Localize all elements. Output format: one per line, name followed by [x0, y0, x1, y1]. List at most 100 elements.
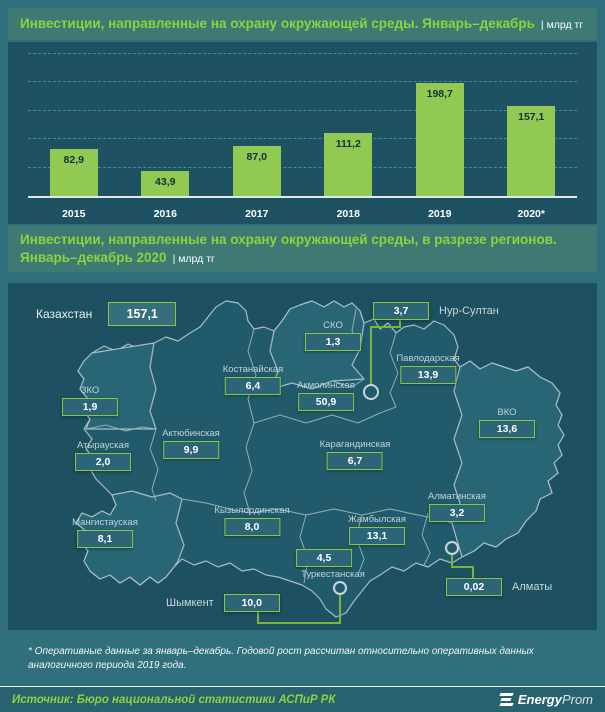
- region-name: Туркестанская: [301, 569, 365, 580]
- gridline: [28, 138, 577, 139]
- region-value-box: 13,9: [399, 366, 456, 384]
- bar-slot: 43,9: [120, 42, 212, 196]
- gridline: [28, 52, 577, 54]
- country-value-box: 157,1: [108, 302, 177, 326]
- map-title-line1: Инвестиции, направленные на охрану окруж…: [20, 232, 557, 247]
- region-name: Акмолинская: [297, 380, 355, 391]
- region-value-box: 6,7: [327, 452, 383, 470]
- region-border: [355, 514, 365, 576]
- city-value-box: 10,0: [223, 594, 280, 612]
- region-value-box: 9,9: [163, 441, 219, 459]
- bar-chart-panel: 82,9 43,9 87,0 111,2 198,7 157,1 2015 2016 2017…: [8, 42, 597, 224]
- region-name: ВКО: [497, 407, 517, 418]
- bar-slot: 157,1: [486, 42, 578, 196]
- kazakhstan-map-panel: Казахстан 157,1 СКО 1,3 Павлодарская 13,…: [8, 283, 597, 630]
- x-axis-label: 2019: [428, 208, 452, 220]
- x-axis-label: 2020*: [517, 208, 545, 220]
- x-axis-label: 2015: [62, 208, 86, 220]
- plot-area: 82,9 43,9 87,0 111,2 198,7 157,1: [28, 42, 577, 198]
- region-group-atyrau: Атырауская 2,0: [75, 440, 131, 471]
- region-group-pavlodar: Павлодарская 13,9: [396, 353, 460, 384]
- callout-line-almaty: [451, 555, 474, 578]
- country-total-group: Казахстан 157,1: [36, 302, 177, 326]
- region-name: Костанайская: [222, 364, 284, 375]
- region-name: Актюбинская: [162, 428, 220, 439]
- chart-title: Инвестиции, направленные на охрану окруж…: [20, 16, 535, 31]
- region-border: [271, 378, 365, 390]
- region-name: Кызылординская: [214, 505, 290, 516]
- bar: 43,9: [141, 170, 190, 196]
- bar: 198,7: [415, 82, 464, 196]
- city-group-nur-sultan: 3,7 Нур-Султан: [373, 302, 499, 320]
- energyprom-logo: EnergyProm: [499, 692, 593, 707]
- x-axis-label: 2017: [245, 208, 269, 220]
- region-group-vko: ВКО 13,6: [479, 407, 535, 438]
- gridline: [28, 109, 577, 111]
- source-bar: Источник: Бюро национальной статистики А…: [0, 686, 605, 712]
- region-group-karaganda: Карагандинская 6,7: [320, 439, 390, 470]
- region-value-box: 8,0: [224, 518, 280, 536]
- region-value-box: 13,6: [479, 420, 535, 438]
- x-axis-label: 2016: [153, 208, 177, 220]
- region-group-mangystau: Мангистауская 8,1: [72, 517, 138, 548]
- region-group-sko: СКО 1,3: [305, 320, 361, 351]
- bar-value-label: 198,7: [426, 87, 453, 100]
- region-value-box: 3,2: [429, 504, 485, 522]
- region-border: [149, 342, 157, 430]
- region-value-box: 13,1: [348, 527, 405, 545]
- city-name: Нур-Султан: [439, 305, 499, 317]
- source-text: Источник: Бюро национальной статистики А…: [12, 693, 336, 706]
- region-value-box: 1,3: [305, 333, 361, 351]
- bar-value-label: 157,1: [518, 111, 545, 124]
- gridline: [28, 166, 577, 168]
- map-unit-label: | млрд тг: [172, 253, 215, 265]
- region-value-box: 6,4: [224, 377, 281, 395]
- bar: 111,2: [324, 132, 373, 196]
- region-group-almaty-region: Алматинская 3,2: [428, 491, 486, 522]
- region-name: Алматинская: [428, 491, 486, 502]
- chart-section-header: Инвестиции, направленные на охрану окруж…: [8, 8, 597, 40]
- region-vko: [451, 360, 565, 558]
- city-group-shymkent: Шымкент 10,0: [166, 594, 280, 612]
- gridline: [28, 81, 577, 82]
- energyprom-logo-text: EnergyProm: [517, 692, 593, 707]
- region-name: СКО: [323, 320, 343, 331]
- region-group-kostanay: Костанайская 6,4: [223, 364, 283, 395]
- region-border: [253, 406, 397, 424]
- city-marker-nur-sultan: [363, 384, 379, 400]
- region-group-zko: ЗКО 1,9: [62, 385, 118, 416]
- bar-slot: 82,9: [28, 42, 120, 196]
- region-border: [85, 424, 157, 432]
- footnote: * Оперативные данные за январь–декабрь. …: [28, 646, 534, 671]
- bar-value-label: 82,9: [63, 153, 84, 166]
- city-value-box: 0,02: [446, 578, 502, 596]
- x-axis-labels: 2015 2016 2017 2018 2019 2020*: [28, 208, 577, 220]
- region-value-box: 1,9: [62, 398, 118, 416]
- callout-line-shymkent: [257, 595, 341, 624]
- bar: 87,0: [232, 146, 281, 196]
- region-group-akmola: Акмолинская 50,9: [297, 380, 355, 411]
- region-value-box: 50,9: [298, 393, 354, 411]
- region-border: [389, 332, 399, 408]
- region-value-box: 8,1: [77, 530, 133, 548]
- bar-value-label: 87,0: [246, 151, 267, 164]
- region-border: [111, 490, 183, 500]
- city-marker-shymkent: [333, 581, 347, 595]
- region-name: Павлодарская: [396, 353, 460, 364]
- region-border: [149, 428, 159, 502]
- map-section-header: Инвестиции, направленные на охрану окруж…: [8, 226, 597, 272]
- region-group-aktobe: Актюбинская 9,9: [162, 428, 220, 459]
- region-value-box: 4,5: [296, 549, 352, 567]
- chart-unit-label: | млрд тг: [540, 19, 584, 31]
- bar-value-label: 111,2: [335, 137, 361, 150]
- country-name: Казахстан: [36, 307, 93, 321]
- region-value-box: 2,0: [75, 453, 131, 471]
- region-group-kyzylorda: Кызылординская 8,0: [214, 505, 290, 536]
- bar: 82,9: [49, 148, 98, 196]
- bar-slot: 198,7: [394, 42, 486, 196]
- region-name: Атырауская: [77, 440, 129, 451]
- region-border: [451, 366, 463, 524]
- region-border: [175, 498, 185, 562]
- bars-row: 82,9 43,9 87,0 111,2 198,7 157,1: [28, 42, 577, 196]
